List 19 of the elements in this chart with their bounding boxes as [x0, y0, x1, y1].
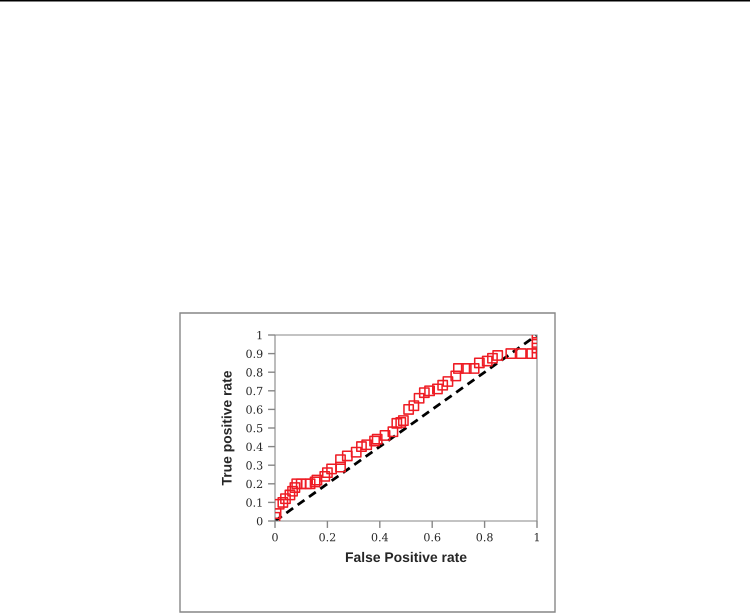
y-tick-label: 0.2 — [246, 480, 262, 488]
y-tick-label: 0.3 — [246, 461, 262, 470]
y-tick-label: 0.6 — [246, 405, 262, 414]
x-tick-label: 0.2 — [319, 533, 336, 542]
y-axis-title: True positive rate — [221, 370, 234, 486]
y-tick-label: 0.4 — [246, 442, 263, 451]
y-tick-label: 1 — [257, 330, 262, 340]
y-tick-label: 0.9 — [246, 350, 262, 358]
x-tick-label: 1 — [534, 533, 539, 542]
x-tick-label: 0.4 — [372, 533, 388, 542]
y-tick-label: 0.5 — [246, 424, 262, 432]
x-tick-label: 0.6 — [424, 533, 440, 542]
x-tick-label: 0.8 — [476, 533, 493, 542]
y-tick-label: 0.1 — [246, 498, 262, 507]
y-tick-label: 0.8 — [246, 368, 262, 377]
x-tick-label: 0 — [272, 533, 278, 542]
x-axis-title: False Positive rate — [346, 552, 467, 562]
y-tick-label: 0.7 — [246, 386, 262, 396]
y-tick-label: 0 — [256, 516, 262, 526]
